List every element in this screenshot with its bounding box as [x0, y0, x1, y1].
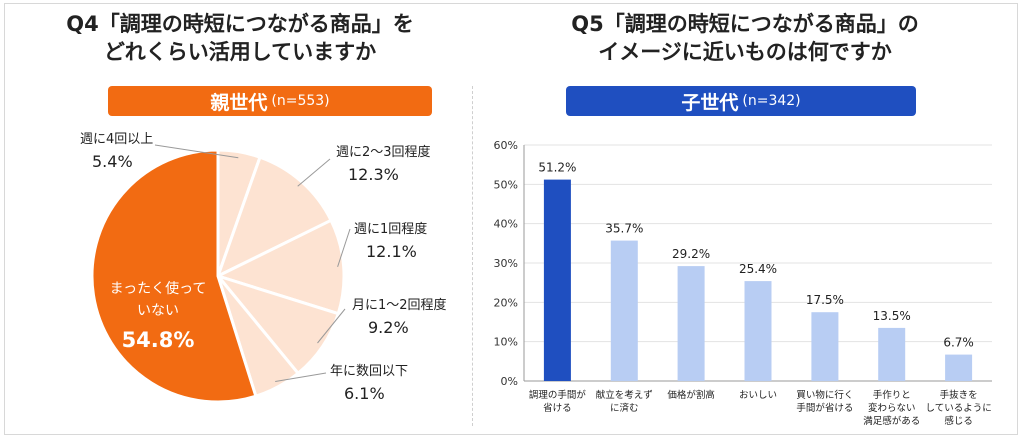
- figure-frame: [4, 3, 1018, 435]
- bar: [945, 354, 973, 381]
- bar-value-label: 35.7%: [605, 222, 643, 236]
- pie-leader-line: [317, 308, 346, 344]
- bar: [878, 327, 906, 381]
- bar-value-label: 51.2%: [538, 161, 576, 175]
- pie-slice-value: 54.8%: [122, 328, 195, 352]
- bar-value-label: 17.5%: [806, 293, 844, 307]
- q4-title: Q4「調理の時短につながる商品」を どれくらい活用していますか: [40, 10, 440, 66]
- pie-slice-label: 週に2〜3回程度: [336, 144, 431, 160]
- bar-category-label: 買い物に行く手間が省ける: [796, 389, 853, 414]
- pie-slice-value: 12.3%: [348, 165, 399, 184]
- bar-value-label: 29.2%: [672, 247, 710, 261]
- bar-value-label: 13.5%: [873, 309, 911, 323]
- pie-slice: [213, 218, 346, 316]
- pie-slice-label: 週に4回以上: [80, 132, 153, 147]
- q5-title: Q5「調理の時短につながる商品」の イメージに近いものは何ですか: [545, 10, 945, 66]
- pie-slice-label: 年に数回以下: [330, 364, 408, 379]
- pie-slice-label: まったく使っていない: [110, 280, 207, 319]
- pie-leaders: [154, 144, 351, 382]
- pie-slice-value: 12.1%: [366, 242, 417, 261]
- bar-y-tick-label: 30%: [494, 257, 518, 270]
- bar-y-tick-label: 10%: [494, 336, 518, 349]
- pie-leader-line: [154, 144, 239, 159]
- bar: [744, 281, 772, 381]
- bar-category-label: おいしい: [739, 390, 777, 401]
- bar: [811, 312, 839, 381]
- bar: [543, 179, 571, 381]
- pie-chart: 週に4回以上 5.4% 週に2〜3回程度 12.3% 週に1回程度 12.1% 月に1〜2回…: [80, 132, 447, 404]
- bar: [610, 240, 638, 381]
- bar-category-label: 手作りと変わらない満足感がある: [863, 389, 920, 427]
- pie-slice: [90, 148, 258, 404]
- q4-banner-label: 親世代: [210, 91, 268, 114]
- q4-banner: 親世代 (n=553): [108, 86, 432, 116]
- bar: [677, 266, 705, 381]
- pie-slices: [90, 148, 346, 404]
- pie-labels: 週に4回以上 5.4% 週に2〜3回程度 12.3% 週に1回程度 12.1% 月に1〜2回…: [80, 132, 447, 403]
- pie-slice-value: 6.1%: [344, 384, 385, 403]
- q5-title-line1: Q5「調理の時短につながる商品」の: [571, 12, 919, 36]
- bar-y-ticks: 0% 10% 20% 30% 40% 50% 60%: [494, 139, 518, 388]
- bar-category-label: 調理の手間が省ける: [529, 389, 587, 414]
- bar-value-label: 6.7%: [943, 336, 974, 350]
- bar-y-tick-label: 40%: [494, 218, 518, 231]
- bar-y-tick-label: 60%: [494, 139, 518, 152]
- bar-value-label: 25.4%: [739, 262, 777, 276]
- pie-leader-line: [275, 372, 327, 382]
- bar-category-label: 手抜きをしているように感じる: [925, 389, 991, 427]
- pie-leader-line: [337, 228, 351, 267]
- pie-slice-label: 週に1回程度: [354, 221, 427, 237]
- pie-slice-value: 5.4%: [92, 152, 133, 171]
- q5-banner-n: (n=342): [742, 93, 801, 109]
- panel-divider: [472, 86, 473, 426]
- q5-banner: 子世代 (n=342): [566, 86, 916, 116]
- bar-y-tick-label: 0%: [501, 375, 518, 388]
- bar-bars: [543, 179, 973, 381]
- q5-title-line2: イメージに近いものは何ですか: [598, 40, 892, 64]
- bar-category-label: 価格が割高: [667, 389, 715, 401]
- pie-slice-label: 月に1〜2回程度: [352, 297, 447, 313]
- q4-title-line1: Q4「調理の時短につながる商品」を: [66, 12, 414, 36]
- bar-category-label: 献立を考えずに済む: [596, 389, 653, 414]
- q5-banner-label: 子世代: [681, 91, 739, 114]
- pie-slice: [215, 155, 334, 279]
- bar-value-labels: 51.2% 35.7% 29.2% 25.4% 17.5% 13.5% 6.7%: [538, 161, 974, 350]
- q4-title-line2: どれくらい活用していますか: [103, 40, 377, 64]
- pie-leader-line: [297, 158, 331, 187]
- q4-banner-n: (n=553): [271, 93, 330, 109]
- bar-y-tick-label: 50%: [494, 178, 518, 191]
- bar-chart: 0% 10% 20% 30% 40% 50% 60% 51.2% 35.7% 29.2% 25.4…: [494, 139, 992, 427]
- pie-slice-value: 9.2%: [368, 318, 409, 337]
- bar-y-tick-label: 20%: [494, 296, 518, 309]
